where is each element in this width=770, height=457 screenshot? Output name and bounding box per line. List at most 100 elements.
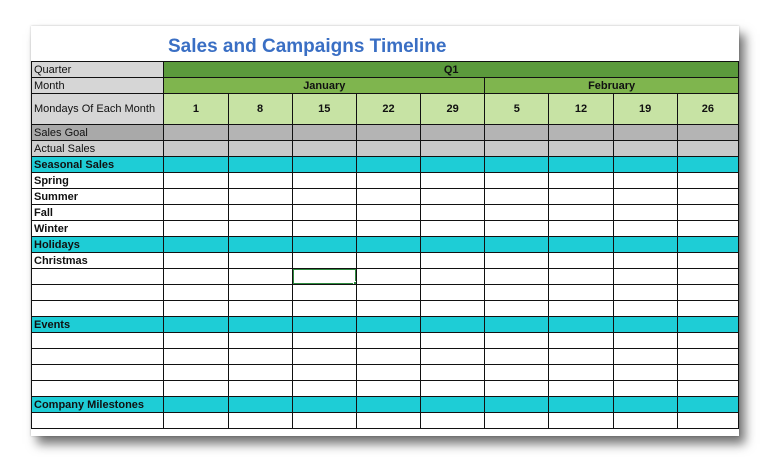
sales-goal-cell[interactable] bbox=[421, 125, 485, 141]
section-cell[interactable] bbox=[677, 397, 738, 413]
section-cell[interactable] bbox=[421, 157, 485, 173]
grid-cell[interactable] bbox=[292, 333, 356, 349]
grid-cell[interactable] bbox=[485, 189, 549, 205]
row-label-empty[interactable] bbox=[32, 269, 164, 285]
section-cell[interactable] bbox=[292, 397, 356, 413]
grid-cell[interactable] bbox=[549, 173, 613, 189]
day-cell[interactable]: 29 bbox=[421, 94, 485, 125]
row-label-empty[interactable] bbox=[32, 413, 164, 429]
grid-cell[interactable] bbox=[228, 365, 292, 381]
label-mondays[interactable]: Mondays Of Each Month bbox=[32, 94, 164, 125]
grid-cell[interactable] bbox=[613, 269, 677, 285]
grid-cell[interactable] bbox=[421, 221, 485, 237]
grid-cell[interactable] bbox=[677, 189, 738, 205]
grid-cell[interactable] bbox=[228, 301, 292, 317]
row-label-fall[interactable]: Fall bbox=[32, 205, 164, 221]
grid-cell[interactable] bbox=[164, 253, 228, 269]
grid-cell[interactable] bbox=[677, 205, 738, 221]
section-cell[interactable] bbox=[421, 317, 485, 333]
grid-cell[interactable] bbox=[292, 413, 356, 429]
month-february[interactable]: February bbox=[485, 78, 739, 94]
section-cell[interactable] bbox=[356, 397, 420, 413]
actual-sales-cell[interactable] bbox=[549, 141, 613, 157]
grid-cell[interactable] bbox=[228, 381, 292, 397]
row-label-winter[interactable]: Winter bbox=[32, 221, 164, 237]
label-quarter[interactable]: Quarter bbox=[32, 62, 164, 78]
row-label-summer[interactable]: Summer bbox=[32, 189, 164, 205]
section-cell[interactable] bbox=[228, 317, 292, 333]
actual-sales-cell[interactable] bbox=[356, 141, 420, 157]
grid-cell[interactable] bbox=[613, 381, 677, 397]
grid-cell[interactable] bbox=[677, 173, 738, 189]
grid-cell[interactable] bbox=[485, 173, 549, 189]
section-cell[interactable] bbox=[164, 237, 228, 253]
section-cell[interactable] bbox=[485, 397, 549, 413]
grid-cell[interactable] bbox=[677, 269, 738, 285]
grid-cell[interactable] bbox=[613, 189, 677, 205]
grid-cell[interactable] bbox=[164, 205, 228, 221]
grid-cell[interactable] bbox=[613, 221, 677, 237]
grid-cell[interactable] bbox=[485, 381, 549, 397]
grid-cell[interactable] bbox=[228, 413, 292, 429]
grid-cell[interactable] bbox=[485, 413, 549, 429]
grid-cell[interactable] bbox=[356, 269, 420, 285]
grid-cell[interactable] bbox=[613, 349, 677, 365]
grid-cell[interactable] bbox=[485, 205, 549, 221]
section-company-milestones[interactable]: Company Milestones bbox=[32, 397, 164, 413]
day-cell[interactable]: 26 bbox=[677, 94, 738, 125]
grid-cell[interactable] bbox=[485, 221, 549, 237]
section-cell[interactable] bbox=[292, 237, 356, 253]
grid-cell[interactable] bbox=[164, 301, 228, 317]
grid-cell[interactable] bbox=[421, 333, 485, 349]
section-cell[interactable] bbox=[292, 317, 356, 333]
grid-cell[interactable] bbox=[356, 381, 420, 397]
section-cell[interactable] bbox=[356, 157, 420, 173]
grid-cell[interactable] bbox=[356, 365, 420, 381]
grid-cell[interactable] bbox=[164, 365, 228, 381]
sales-goal-cell[interactable] bbox=[613, 125, 677, 141]
section-cell[interactable] bbox=[549, 237, 613, 253]
section-cell[interactable] bbox=[485, 317, 549, 333]
grid-cell[interactable] bbox=[549, 189, 613, 205]
grid-cell[interactable] bbox=[356, 173, 420, 189]
day-cell[interactable]: 1 bbox=[164, 94, 228, 125]
month-january[interactable]: January bbox=[164, 78, 485, 94]
fill-handle[interactable] bbox=[353, 281, 357, 285]
grid-cell[interactable] bbox=[228, 189, 292, 205]
row-label-empty[interactable] bbox=[32, 301, 164, 317]
grid-cell[interactable] bbox=[292, 205, 356, 221]
actual-sales-cell[interactable] bbox=[164, 141, 228, 157]
section-cell[interactable] bbox=[677, 157, 738, 173]
section-cell[interactable] bbox=[164, 157, 228, 173]
section-cell[interactable] bbox=[164, 317, 228, 333]
grid-cell[interactable] bbox=[292, 189, 356, 205]
row-label-spring[interactable]: Spring bbox=[32, 173, 164, 189]
section-cell[interactable] bbox=[228, 397, 292, 413]
grid-cell[interactable] bbox=[164, 413, 228, 429]
section-cell[interactable] bbox=[613, 317, 677, 333]
section-events[interactable]: Events bbox=[32, 317, 164, 333]
grid-cell[interactable] bbox=[485, 301, 549, 317]
sales-goal-cell[interactable] bbox=[164, 125, 228, 141]
grid-cell[interactable] bbox=[421, 189, 485, 205]
grid-cell[interactable] bbox=[613, 285, 677, 301]
grid-cell[interactable] bbox=[292, 221, 356, 237]
section-seasonal-sales[interactable]: Seasonal Sales bbox=[32, 157, 164, 173]
sales-goal-cell[interactable] bbox=[228, 125, 292, 141]
grid-cell[interactable] bbox=[485, 349, 549, 365]
grid-cell[interactable] bbox=[164, 173, 228, 189]
grid-cell[interactable] bbox=[356, 189, 420, 205]
grid-cell[interactable] bbox=[549, 365, 613, 381]
grid-cell[interactable] bbox=[421, 253, 485, 269]
grid-cell[interactable] bbox=[485, 365, 549, 381]
sales-goal-cell[interactable] bbox=[549, 125, 613, 141]
grid-cell[interactable] bbox=[356, 333, 420, 349]
grid-cell[interactable] bbox=[549, 381, 613, 397]
section-cell[interactable] bbox=[549, 157, 613, 173]
grid-cell[interactable] bbox=[421, 205, 485, 221]
grid-cell[interactable] bbox=[228, 269, 292, 285]
grid-cell[interactable] bbox=[677, 349, 738, 365]
grid-cell[interactable] bbox=[228, 285, 292, 301]
grid-cell[interactable] bbox=[677, 413, 738, 429]
grid-cell[interactable] bbox=[356, 285, 420, 301]
